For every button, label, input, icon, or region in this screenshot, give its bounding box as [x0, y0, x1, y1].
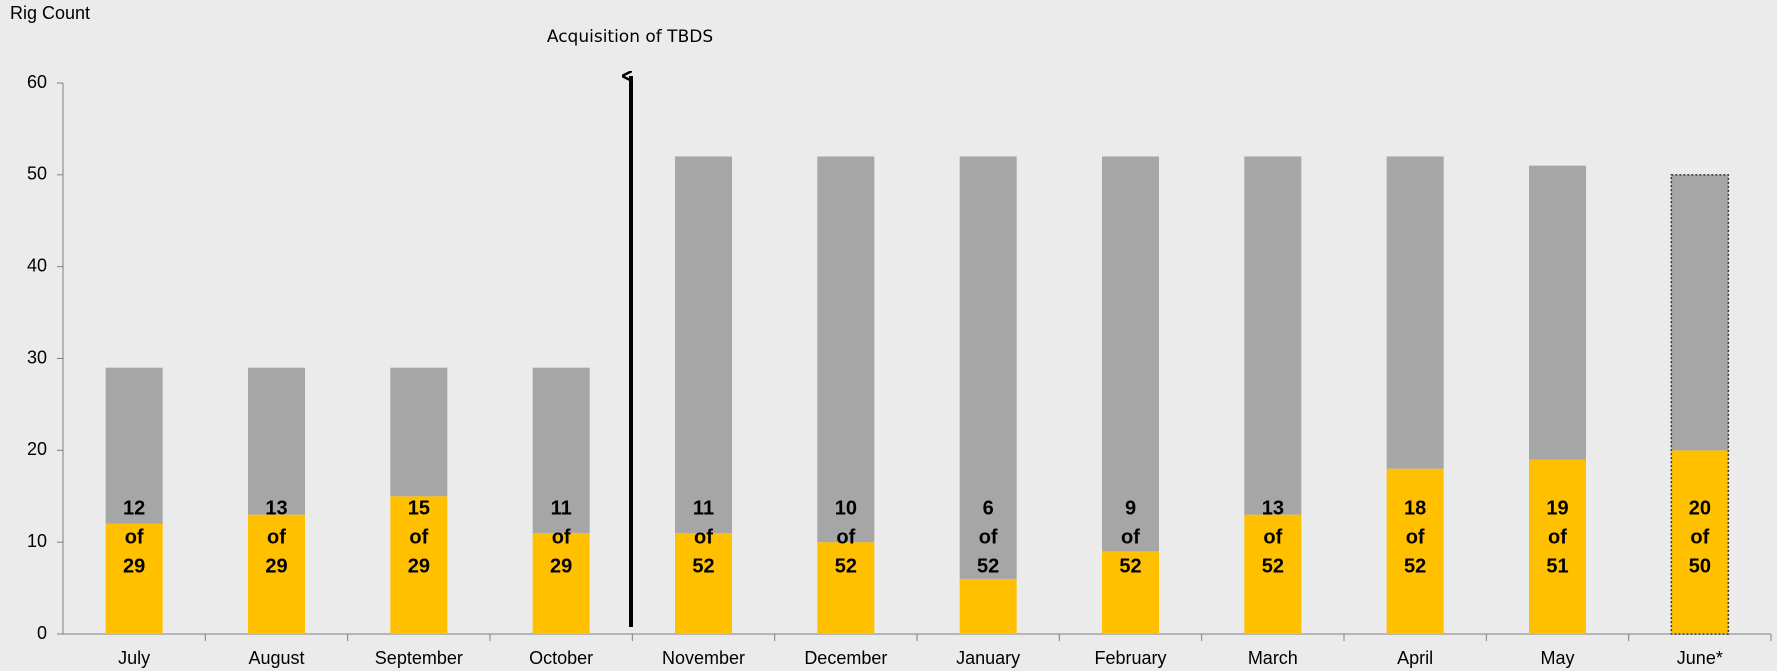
bar-segment: [959, 156, 1017, 579]
y-tick-label: 40: [27, 255, 47, 275]
bar-segment: [1671, 450, 1729, 634]
x-tick-label: November: [662, 648, 745, 668]
data-label-total: 52: [692, 555, 714, 577]
data-label-total: 52: [1262, 555, 1284, 577]
bar-segment: [1102, 551, 1159, 634]
y-tick-label: 0: [37, 623, 47, 643]
x-tick-label: August: [248, 648, 304, 668]
data-label-total: 29: [550, 555, 572, 577]
data-label: 18: [1404, 497, 1426, 519]
data-label-total: 52: [977, 555, 999, 577]
bar-segment: [532, 532, 590, 634]
x-tick-label: February: [1094, 648, 1166, 668]
x-tick-label: March: [1248, 648, 1298, 668]
y-axis-label: Rig Count: [10, 3, 90, 23]
bar-segment: [1386, 468, 1444, 634]
bar-segment: [1386, 156, 1444, 469]
x-tick-label: October: [529, 648, 593, 668]
data-label-word: of: [1406, 526, 1425, 548]
data-label-word: of: [267, 526, 286, 548]
y-tick-label: 50: [27, 164, 47, 184]
data-label-total: 29: [265, 555, 287, 577]
data-label: 19: [1546, 497, 1568, 519]
data-label: 12: [123, 497, 145, 519]
data-label: 11: [551, 497, 572, 519]
data-label: 20: [1689, 497, 1711, 519]
x-tick-label: September: [375, 648, 463, 668]
y-tick-label: 30: [27, 347, 47, 367]
x-tick-label: May: [1540, 648, 1574, 668]
data-label-total: 29: [123, 555, 145, 577]
data-label-word: of: [836, 526, 855, 548]
bar-segment: [1244, 156, 1302, 515]
x-tick-label: April: [1397, 648, 1433, 668]
x-tick-label: June*: [1677, 648, 1723, 668]
bar-segment: [1529, 165, 1586, 460]
bar-segment: [959, 578, 1017, 634]
data-label-word: of: [1548, 526, 1567, 548]
data-label-total: 29: [408, 555, 430, 577]
x-tick-label: July: [118, 648, 150, 668]
data-label-total: 51: [1546, 555, 1568, 577]
y-tick-label: 20: [27, 439, 47, 459]
data-label: 15: [408, 497, 430, 519]
data-label: 13: [265, 497, 287, 519]
x-tick-label: December: [804, 648, 887, 668]
data-label-word: of: [409, 526, 428, 548]
bar-segment: [248, 367, 305, 515]
data-label-total: 50: [1689, 555, 1711, 577]
bar-segment: [675, 532, 732, 634]
bar-segment: [1102, 156, 1159, 552]
bar-segment: [105, 367, 163, 524]
data-label-word: of: [979, 526, 998, 548]
bar-segment: [675, 156, 732, 533]
bar-segment: [390, 367, 448, 497]
data-label: 6: [983, 497, 994, 519]
data-label-word: of: [1690, 526, 1709, 548]
bar-segment: [1671, 174, 1729, 451]
data-label: 13: [1262, 497, 1284, 519]
bar-segment: [248, 514, 305, 634]
data-label-word: of: [694, 526, 713, 548]
x-tick-label: January: [956, 648, 1020, 668]
data-label-word: of: [1263, 526, 1282, 548]
annotation: Acquisition of TBDS: [547, 27, 713, 47]
data-label: 10: [835, 497, 857, 519]
bar-segment: [1244, 514, 1302, 634]
bar-segment: [817, 156, 875, 543]
data-label-total: 52: [1119, 555, 1141, 577]
bar-segment: [390, 496, 448, 634]
bar-segment: [1529, 459, 1586, 634]
y-tick-label: 10: [27, 531, 47, 551]
bar-segment: [817, 542, 875, 634]
data-label-word: of: [552, 526, 571, 548]
bar-segment: [532, 367, 590, 533]
data-label-total: 52: [1404, 555, 1426, 577]
y-tick-label: 60: [27, 72, 47, 92]
bar-outline: [1670, 174, 1730, 635]
bar-segment: [105, 523, 163, 634]
data-label-total: 52: [835, 555, 857, 577]
data-label-word: of: [125, 526, 144, 548]
data-label-word: of: [1121, 526, 1140, 548]
data-label: 11: [693, 497, 714, 519]
data-label: 9: [1125, 497, 1136, 519]
